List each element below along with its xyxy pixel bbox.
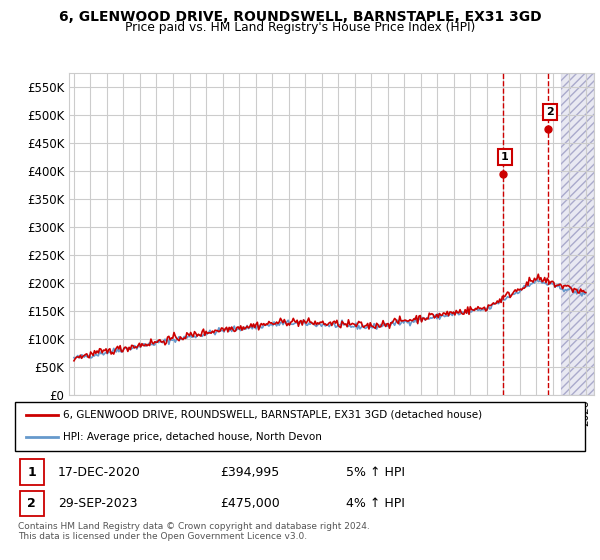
Text: HPI: Average price, detached house, North Devon: HPI: Average price, detached house, Nort… [64,432,322,442]
FancyBboxPatch shape [20,459,44,485]
Text: 4% ↑ HPI: 4% ↑ HPI [346,497,404,510]
Text: Price paid vs. HM Land Registry's House Price Index (HPI): Price paid vs. HM Land Registry's House … [125,21,475,34]
FancyBboxPatch shape [20,491,44,516]
FancyBboxPatch shape [15,402,585,451]
Text: 2: 2 [547,107,554,117]
Text: £475,000: £475,000 [220,497,280,510]
Text: 2: 2 [27,497,36,510]
Text: 17-DEC-2020: 17-DEC-2020 [58,465,140,479]
Text: 5% ↑ HPI: 5% ↑ HPI [346,465,404,479]
Text: Contains HM Land Registry data © Crown copyright and database right 2024.
This d: Contains HM Land Registry data © Crown c… [18,522,370,542]
Bar [561,73,594,395]
Bar [561,73,594,395]
Text: £394,995: £394,995 [220,465,280,479]
Text: 6, GLENWOOD DRIVE, ROUNDSWELL, BARNSTAPLE, EX31 3GD: 6, GLENWOOD DRIVE, ROUNDSWELL, BARNSTAPL… [59,10,541,24]
Text: 1: 1 [27,465,36,479]
Text: 29-SEP-2023: 29-SEP-2023 [58,497,137,510]
Text: 1: 1 [500,152,508,162]
Text: 6, GLENWOOD DRIVE, ROUNDSWELL, BARNSTAPLE, EX31 3GD (detached house): 6, GLENWOOD DRIVE, ROUNDSWELL, BARNSTAPL… [64,410,482,420]
